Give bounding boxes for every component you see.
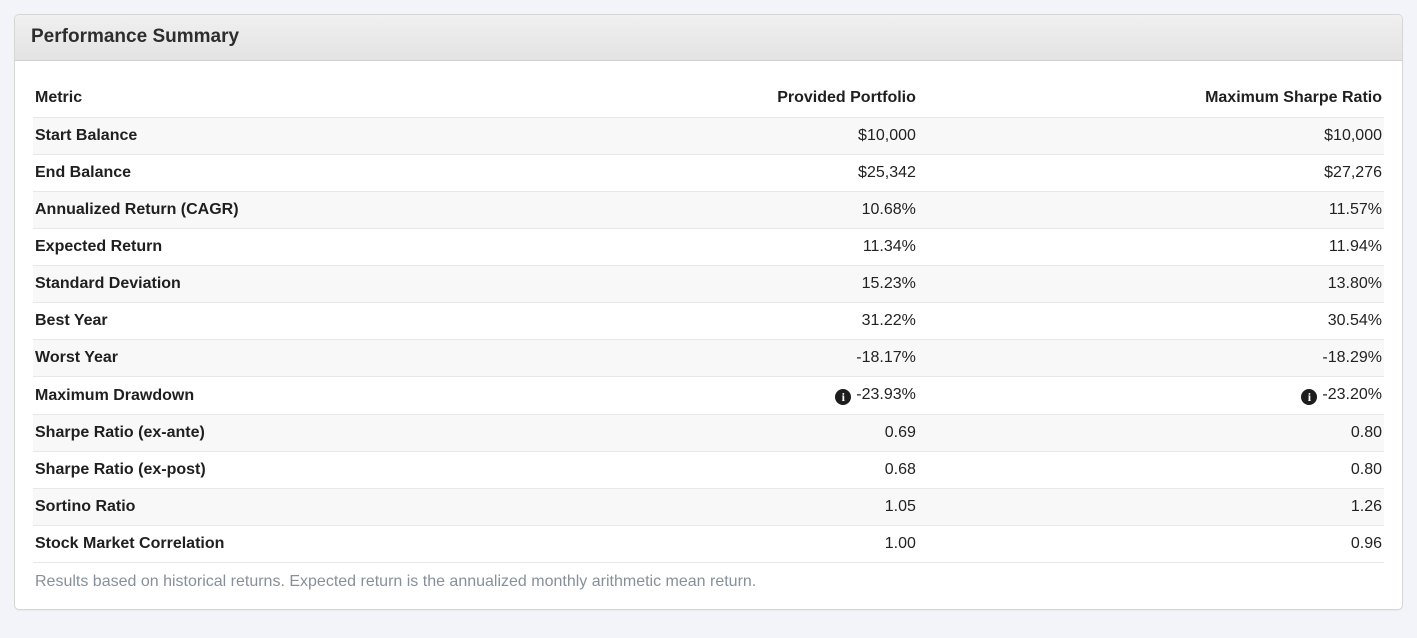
- metric-label: Start Balance: [33, 117, 452, 155]
- metric-label: End Balance: [33, 154, 452, 192]
- info-circle-icon[interactable]: i: [835, 389, 852, 405]
- max-sharpe-value: 0.80: [917, 451, 1384, 489]
- max-sharpe-value: 0.96: [917, 525, 1384, 563]
- table-row-best-year: Best Year 31.22% 30.54%: [33, 302, 1384, 340]
- metric-label: Expected Return: [33, 228, 452, 266]
- metric-label: Sortino Ratio: [33, 488, 452, 526]
- metric-label: Best Year: [33, 302, 452, 340]
- provided-portfolio-value: 11.34%: [451, 228, 918, 266]
- column-header-metric: Metric: [35, 89, 83, 106]
- metric-label: Annualized Return (CAGR): [33, 191, 452, 229]
- table-footnote: Results based on historical returns. Exp…: [35, 573, 757, 590]
- table-row-annualized-return: Annualized Return (CAGR) 10.68% 11.57%: [33, 191, 1384, 229]
- max-sharpe-value: 11.94%: [917, 228, 1384, 266]
- table-row-worst-year: Worst Year -18.17% -18.29%: [33, 339, 1384, 377]
- provided-portfolio-value: 1.05: [451, 488, 918, 526]
- panel-body: Metric Provided Portfolio Maximum Sharpe…: [15, 61, 1402, 609]
- max-sharpe-value: $10,000: [917, 117, 1384, 155]
- column-header-maximum-sharpe-ratio: Maximum Sharpe Ratio: [1205, 89, 1382, 106]
- provided-portfolio-value: -18.17%: [451, 339, 918, 377]
- table-header-row: Metric Provided Portfolio Maximum Sharpe…: [33, 79, 1384, 118]
- max-sharpe-value: 0.80: [917, 414, 1384, 452]
- info-circle-icon[interactable]: i: [1301, 389, 1318, 405]
- max-sharpe-value: -18.29%: [917, 339, 1384, 377]
- max-sharpe-value: i -23.20%: [917, 376, 1384, 415]
- max-sharpe-value: 30.54%: [917, 302, 1384, 340]
- max-sharpe-value: 13.80%: [917, 265, 1384, 303]
- table-row-sortino-ratio: Sortino Ratio 1.05 1.26: [33, 488, 1384, 526]
- table-row-end-balance: End Balance $25,342 $27,276: [33, 154, 1384, 192]
- provided-portfolio-value: i -23.93%: [451, 376, 918, 415]
- provided-portfolio-value: $25,342: [451, 154, 918, 192]
- table-row-standard-deviation: Standard Deviation 15.23% 13.80%: [33, 265, 1384, 303]
- metric-label: Stock Market Correlation: [33, 525, 452, 563]
- table-row-stock-market-correlation: Stock Market Correlation 1.00 0.96: [33, 525, 1384, 563]
- max-sharpe-value: 11.57%: [917, 191, 1384, 229]
- column-header-provided-portfolio: Provided Portfolio: [777, 89, 916, 106]
- table-row-sharpe-ratio-ex-post: Sharpe Ratio (ex-post) 0.68 0.80: [33, 451, 1384, 489]
- provided-portfolio-value: $10,000: [451, 117, 918, 155]
- metric-label: Standard Deviation: [33, 265, 452, 303]
- table-row-maximum-drawdown: Maximum Drawdown i -23.93% i -23.20%: [33, 376, 1384, 415]
- max-sharpe-value: $27,276: [917, 154, 1384, 192]
- panel-header: Performance Summary: [15, 15, 1402, 61]
- provided-portfolio-value: 10.68%: [451, 191, 918, 229]
- table-row-sharpe-ratio-ex-ante: Sharpe Ratio (ex-ante) 0.69 0.80: [33, 414, 1384, 452]
- table-row-start-balance: Start Balance $10,000 $10,000: [33, 117, 1384, 155]
- max-sharpe-value: 1.26: [917, 488, 1384, 526]
- metric-label: Sharpe Ratio (ex-post): [33, 451, 452, 489]
- max-drawdown-sharpe-value: -23.20%: [1322, 386, 1382, 403]
- performance-table: Metric Provided Portfolio Maximum Sharpe…: [33, 79, 1384, 563]
- provided-portfolio-value: 0.69: [451, 414, 918, 452]
- provided-portfolio-value: 15.23%: [451, 265, 918, 303]
- metric-label: Worst Year: [33, 339, 452, 377]
- max-drawdown-provided-value: -23.93%: [856, 386, 916, 403]
- metric-label: Maximum Drawdown: [33, 376, 452, 415]
- provided-portfolio-value: 31.22%: [451, 302, 918, 340]
- performance-summary-panel: Performance Summary Metric Provided Port…: [14, 14, 1403, 610]
- metric-label: Sharpe Ratio (ex-ante): [33, 414, 452, 452]
- provided-portfolio-value: 0.68: [451, 451, 918, 489]
- provided-portfolio-value: 1.00: [451, 525, 918, 563]
- table-row-expected-return: Expected Return 11.34% 11.94%: [33, 228, 1384, 266]
- page-title: Performance Summary: [31, 26, 240, 47]
